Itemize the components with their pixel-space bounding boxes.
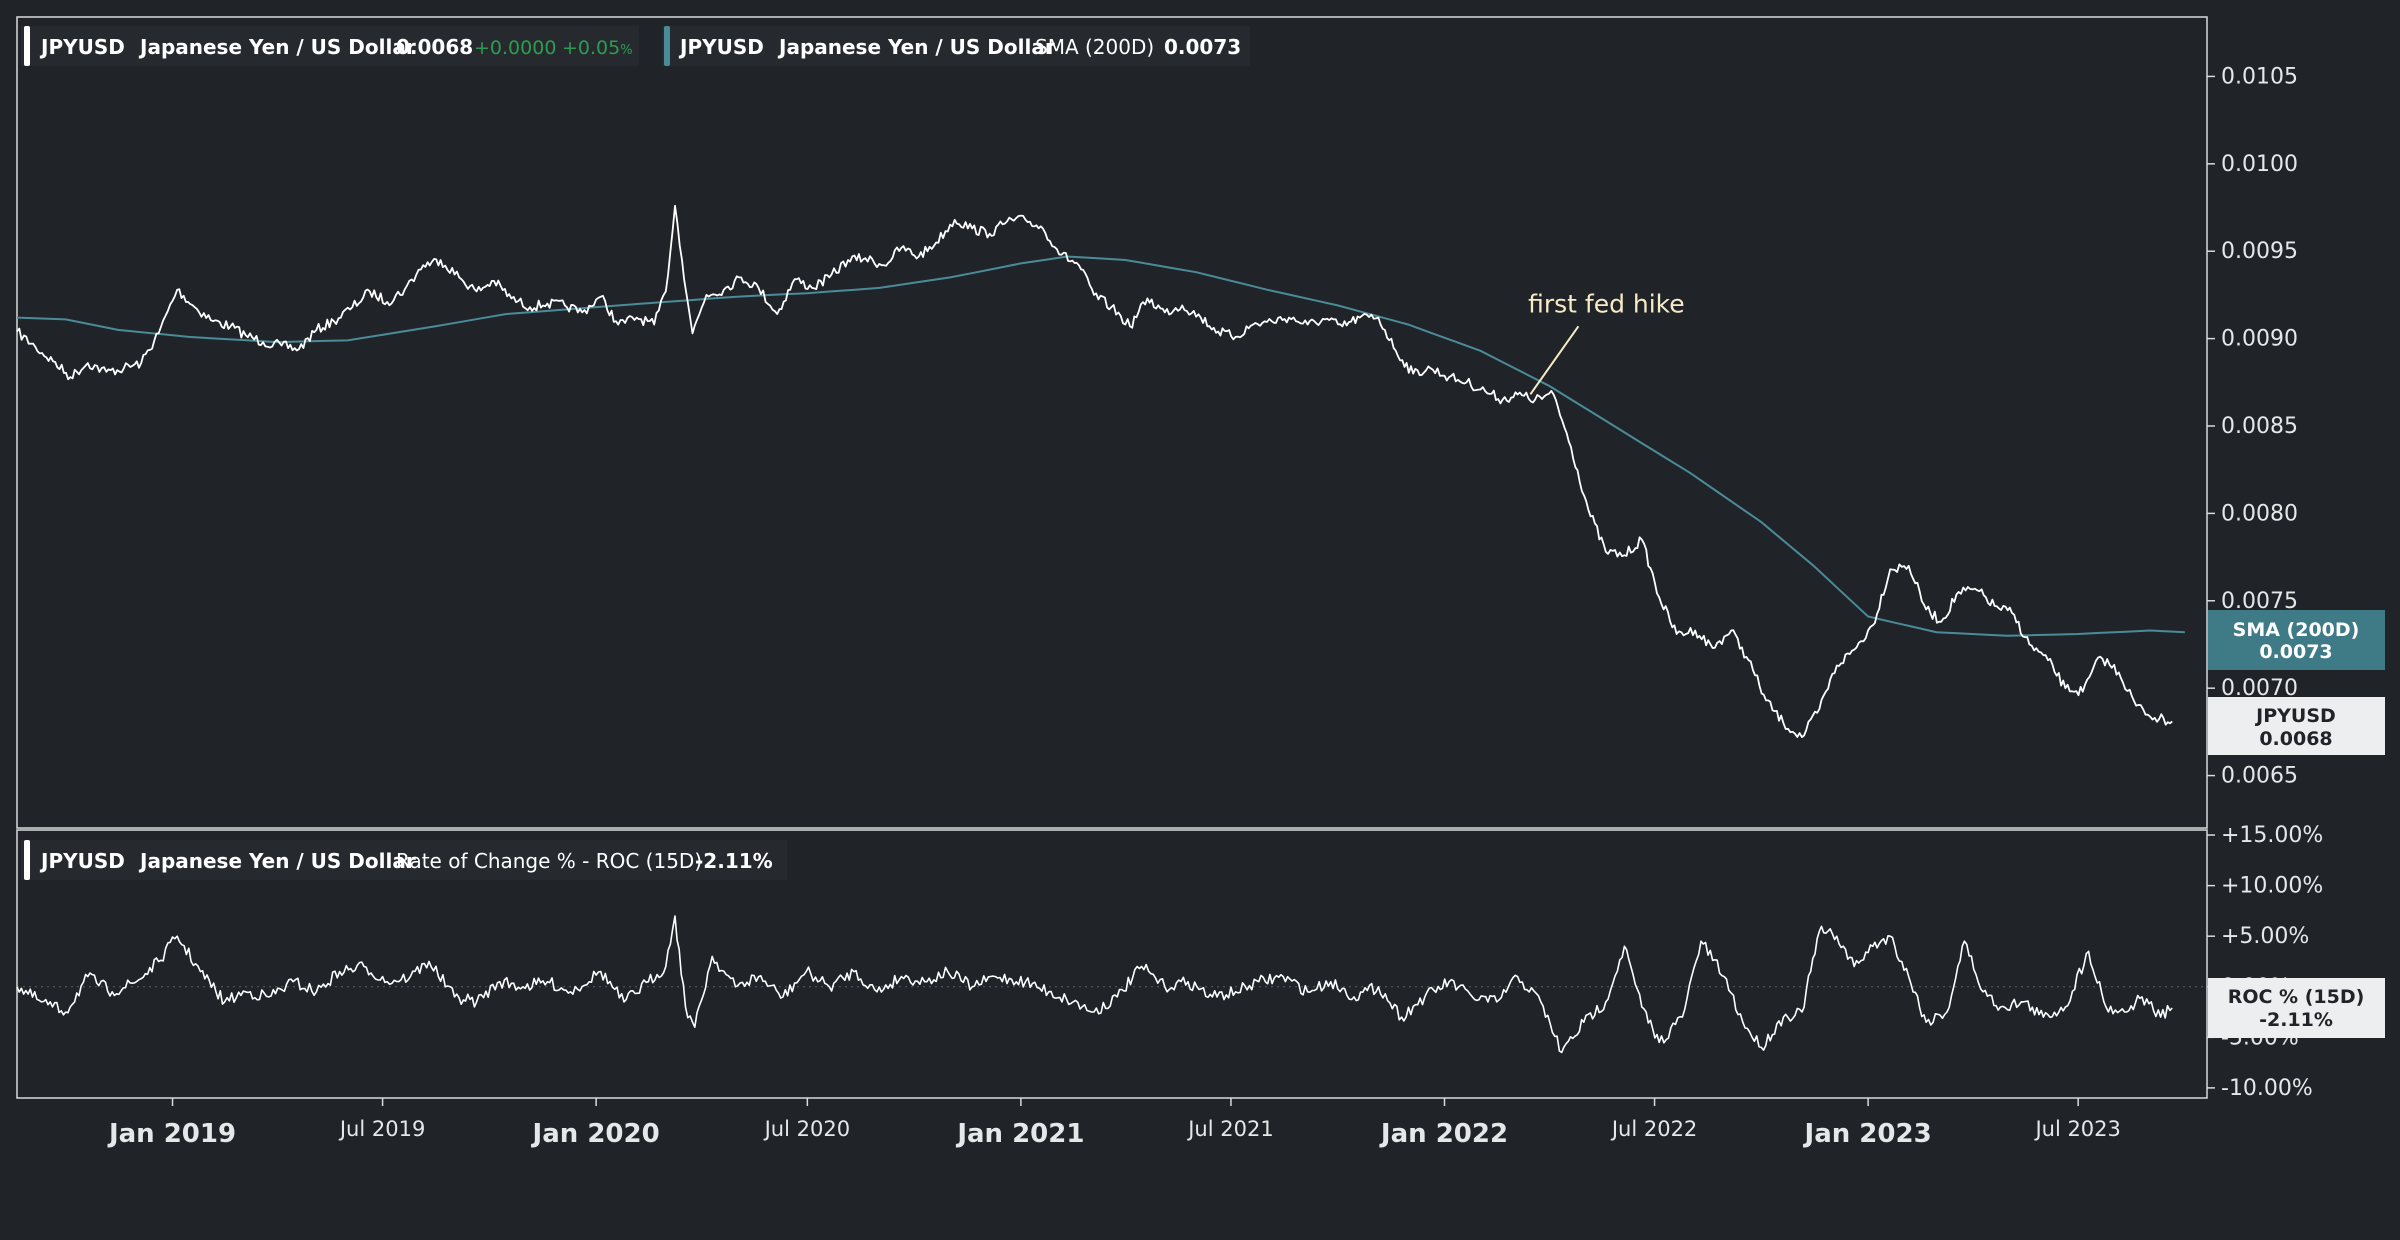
roc-y-tick-label: +15.00%: [2221, 823, 2323, 848]
sma-badge-bg: [2208, 610, 2385, 670]
roc-badge-value: -2.11%: [2259, 1009, 2333, 1031]
price-legend[interactable]: JPYUSD Japanese Yen / US Dollar 0.0068 +…: [21, 26, 639, 66]
roc-legend-name: Japanese Yen / US Dollar: [138, 849, 416, 873]
price-value-badge: JPYUSD 0.0068: [2208, 697, 2385, 755]
price-y-tick-label: 0.0105: [2221, 64, 2298, 89]
price-legend-change: +0.0000: [474, 37, 556, 59]
sma-legend[interactable]: JPYUSD Japanese Yen / US Dollar SMA (200…: [662, 26, 1250, 66]
price-badge-value: 0.0068: [2259, 728, 2332, 750]
roc-panel-frame: [16, 829, 2208, 1099]
roc-plot: [16, 915, 2207, 1054]
sma-badge-value: 0.0073: [2259, 641, 2332, 663]
sma-badge-label: SMA (200D): [2233, 619, 2360, 641]
price-legend-swatch: [24, 26, 30, 66]
sma-legend-indicator: SMA (200D): [1035, 35, 1154, 59]
sma-legend-name: Japanese Yen / US Dollar: [777, 35, 1055, 59]
x-axis: Jan 2019 Jul 2019 Jan 2020 Jul 2020 Jan 2021…: [107, 1098, 2121, 1149]
roc-legend-symbol: JPYUSD: [39, 849, 125, 873]
sma-legend-bg: [662, 26, 1250, 66]
price-legend-value: 0.0068: [396, 35, 473, 59]
price-legend-bg: [21, 26, 639, 66]
roc-legend-value: -2.11%: [695, 849, 773, 873]
x-tick-label: Jan 2022: [1379, 1119, 1508, 1149]
price-y-tick-label: 0.0080: [2221, 501, 2298, 526]
price-y-tick-label: 0.0100: [2221, 152, 2298, 177]
sma-legend-symbol: JPYUSD: [678, 35, 764, 59]
price-y-tick-label: 0.0090: [2221, 327, 2298, 352]
roc-y-tick-label: +10.00%: [2221, 874, 2323, 899]
price-y-axis: 0.00650.00700.00750.00800.00850.00900.00…: [2207, 64, 2298, 789]
price-legend-change-pct: +0.05%: [562, 37, 633, 59]
roc-legend-indicator: Rate of Change % - ROC (15D): [396, 849, 702, 873]
price-panel: 0.00650.00700.00750.00800.00850.00900.00…: [16, 16, 2298, 829]
price-y-tick-label: 0.0065: [2221, 764, 2298, 789]
annotation-label: first fed hike: [1528, 289, 1685, 318]
sma-200d-line: [16, 255, 2185, 637]
roc-value-badge: ROC % (15D) -2.11%: [2208, 978, 2385, 1038]
jpyusd-price-line: [16, 204, 2173, 738]
price-legend-name: Japanese Yen / US Dollar: [138, 35, 416, 59]
price-badge-label: JPYUSD: [2254, 705, 2336, 727]
price-badge-bg: [2208, 697, 2385, 755]
x-tick-label: Jan 2023: [1803, 1119, 1932, 1149]
x-tick-label: Jan 2019: [107, 1119, 236, 1149]
sma-legend-value: 0.0073: [1164, 35, 1241, 59]
x-tick-label: Jul 2019: [338, 1117, 425, 1141]
x-tick-label: Jul 2023: [2033, 1117, 2120, 1141]
fed-hike-annotation: first fed hike: [1528, 289, 1685, 395]
annotation-pointer: [1529, 325, 1580, 395]
price-legend-symbol: JPYUSD: [39, 35, 125, 59]
change-pct-suffix: %: [620, 43, 632, 58]
x-tick-label: Jan 2020: [531, 1119, 660, 1149]
price-y-tick-label: 0.0095: [2221, 239, 2298, 264]
roc-badge-bg: [2208, 978, 2385, 1038]
price-plot: [16, 204, 2185, 738]
x-tick-label: Jul 2021: [1186, 1117, 1273, 1141]
price-y-tick-label: 0.0085: [2221, 414, 2298, 439]
x-tick-label: Jan 2021: [955, 1119, 1084, 1149]
roc-legend[interactable]: JPYUSD Japanese Yen / US Dollar Rate of …: [21, 840, 787, 880]
roc-y-tick-label: -10.00%: [2221, 1076, 2313, 1101]
roc-badge-label: ROC % (15D): [2228, 986, 2365, 1008]
roc-legend-bg: [21, 840, 787, 880]
sma-value-badge: SMA (200D) 0.0073: [2208, 610, 2385, 670]
x-tick-label: Jul 2022: [1610, 1117, 1697, 1141]
price-y-tick-label: 0.0075: [2221, 589, 2298, 614]
roc-15d-line: [16, 915, 2173, 1054]
price-panel-frame: [16, 16, 2208, 829]
x-tick-label: Jul 2020: [763, 1117, 850, 1141]
roc-y-tick-label: +5.00%: [2221, 924, 2309, 949]
roc-legend-swatch: [24, 840, 30, 880]
sma-legend-swatch: [664, 26, 670, 66]
change-pct-value: +0.05: [562, 37, 620, 59]
